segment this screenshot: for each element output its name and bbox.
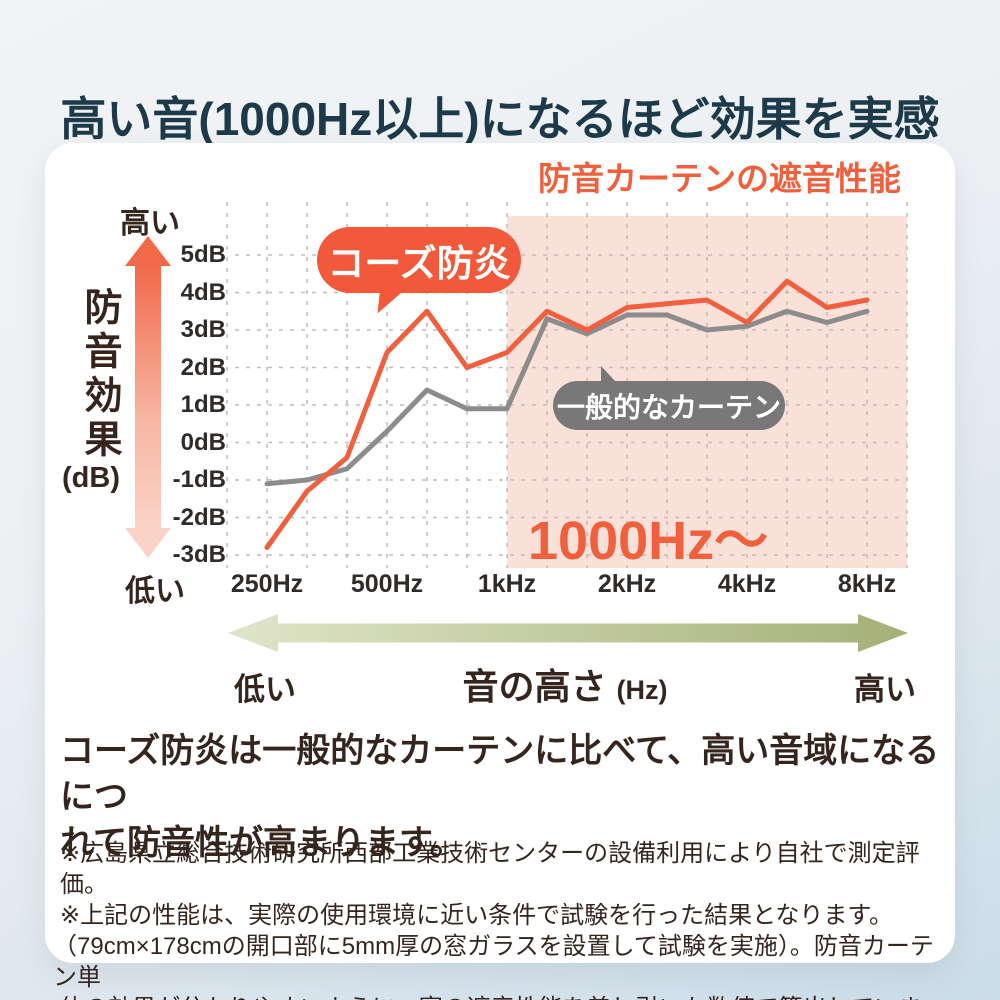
x-tick-label: 2kHz xyxy=(597,570,657,598)
soundproof-effect-arrow xyxy=(125,236,171,558)
series-badge-kozu-label: コーズ防炎 xyxy=(327,243,511,284)
highlight-region-label: 1000Hz〜 xyxy=(528,511,769,571)
footnote-line: 体の効果が分かりやすいように、窓の遮音性能を差し引いた数値で算出しています。 xyxy=(60,993,950,1000)
y-tick-label: 0dB xyxy=(180,428,226,456)
series-badge-general-label: 一般的なカーテン xyxy=(556,391,781,423)
footnotes: ※広島県立総合技術研究所西部工業技術センターの設備利用により自社で測定評価。 ※上… xyxy=(53,838,950,1000)
x-tick-label: 250Hz xyxy=(230,570,304,598)
arrow-down-icon xyxy=(125,528,171,558)
freq-axis-title: 音の高さ xyxy=(462,666,607,707)
y-tick-label: 2dB xyxy=(180,353,226,381)
freq-axis-unit: (Hz) xyxy=(616,675,668,705)
footnote-line: （79cm×178cmの開口部に5mm厚の窓ガラスを設置して試験を実施）。防音カ… xyxy=(53,933,934,991)
series-badge-general: 一般的なカーテン xyxy=(553,366,785,430)
y-tick-label: -1dB xyxy=(172,466,226,493)
y-tick-label: -3dB xyxy=(172,541,226,568)
arrow-up-icon xyxy=(125,236,171,266)
double-arrow-shape xyxy=(228,614,908,652)
frequency-axis-arrow xyxy=(228,614,908,652)
x-tick-label: 4kHz xyxy=(717,570,777,598)
footnote-line: ※上記の性能は、実際の使用環境に近い条件で試験を行った結果となります。 xyxy=(60,902,893,929)
series-badge-kozu: コーズ防炎 xyxy=(317,227,521,293)
x-tick-label: 1kHz xyxy=(477,570,537,598)
description-line: れて防音性が高まります。 xyxy=(60,824,464,862)
description-line: コーズ防炎は一般的なカーテンに比べて、高い音域になるにつ xyxy=(60,732,940,816)
freq-axis-title-group: 音の高さ (Hz) xyxy=(300,658,830,710)
y-axis-unit: (dB) xyxy=(62,462,120,494)
y-axis-title: 防音効果 xyxy=(78,287,120,463)
x-tick-label: 500Hz xyxy=(350,570,424,598)
footnote-line: ※広島県立総合技術研究所西部工業技術センターの設備利用により自社で測定評価。 xyxy=(60,840,920,898)
y-tick-label: 5dB xyxy=(180,241,226,268)
chart-title: 防音カーテンの遮音性能 xyxy=(538,160,901,197)
freq-axis-low-label: 低い xyxy=(234,672,296,707)
freq-axis-high-label: 高い xyxy=(854,672,916,707)
description: コーズ防炎は一般的なカーテンに比べて、高い音域になるにつ れて防音性が高まります… xyxy=(60,728,950,866)
y-tick-label: 4dB xyxy=(180,278,226,306)
y-axis-high-label: 高い xyxy=(120,207,180,240)
page-title: 高い音(1000Hz以上)になるほど効果を実感 xyxy=(60,92,940,145)
series-line-general xyxy=(264,308,870,487)
y-tick-label: 3dB xyxy=(180,316,226,343)
series-line-kozu xyxy=(264,278,870,550)
y-tick-label: -2dB xyxy=(172,503,226,531)
x-tick-label: 8kHz xyxy=(837,570,897,598)
arrow-body xyxy=(135,264,161,530)
y-axis-low-label: 低い xyxy=(125,575,185,608)
y-tick-label: 1dB xyxy=(180,391,226,418)
